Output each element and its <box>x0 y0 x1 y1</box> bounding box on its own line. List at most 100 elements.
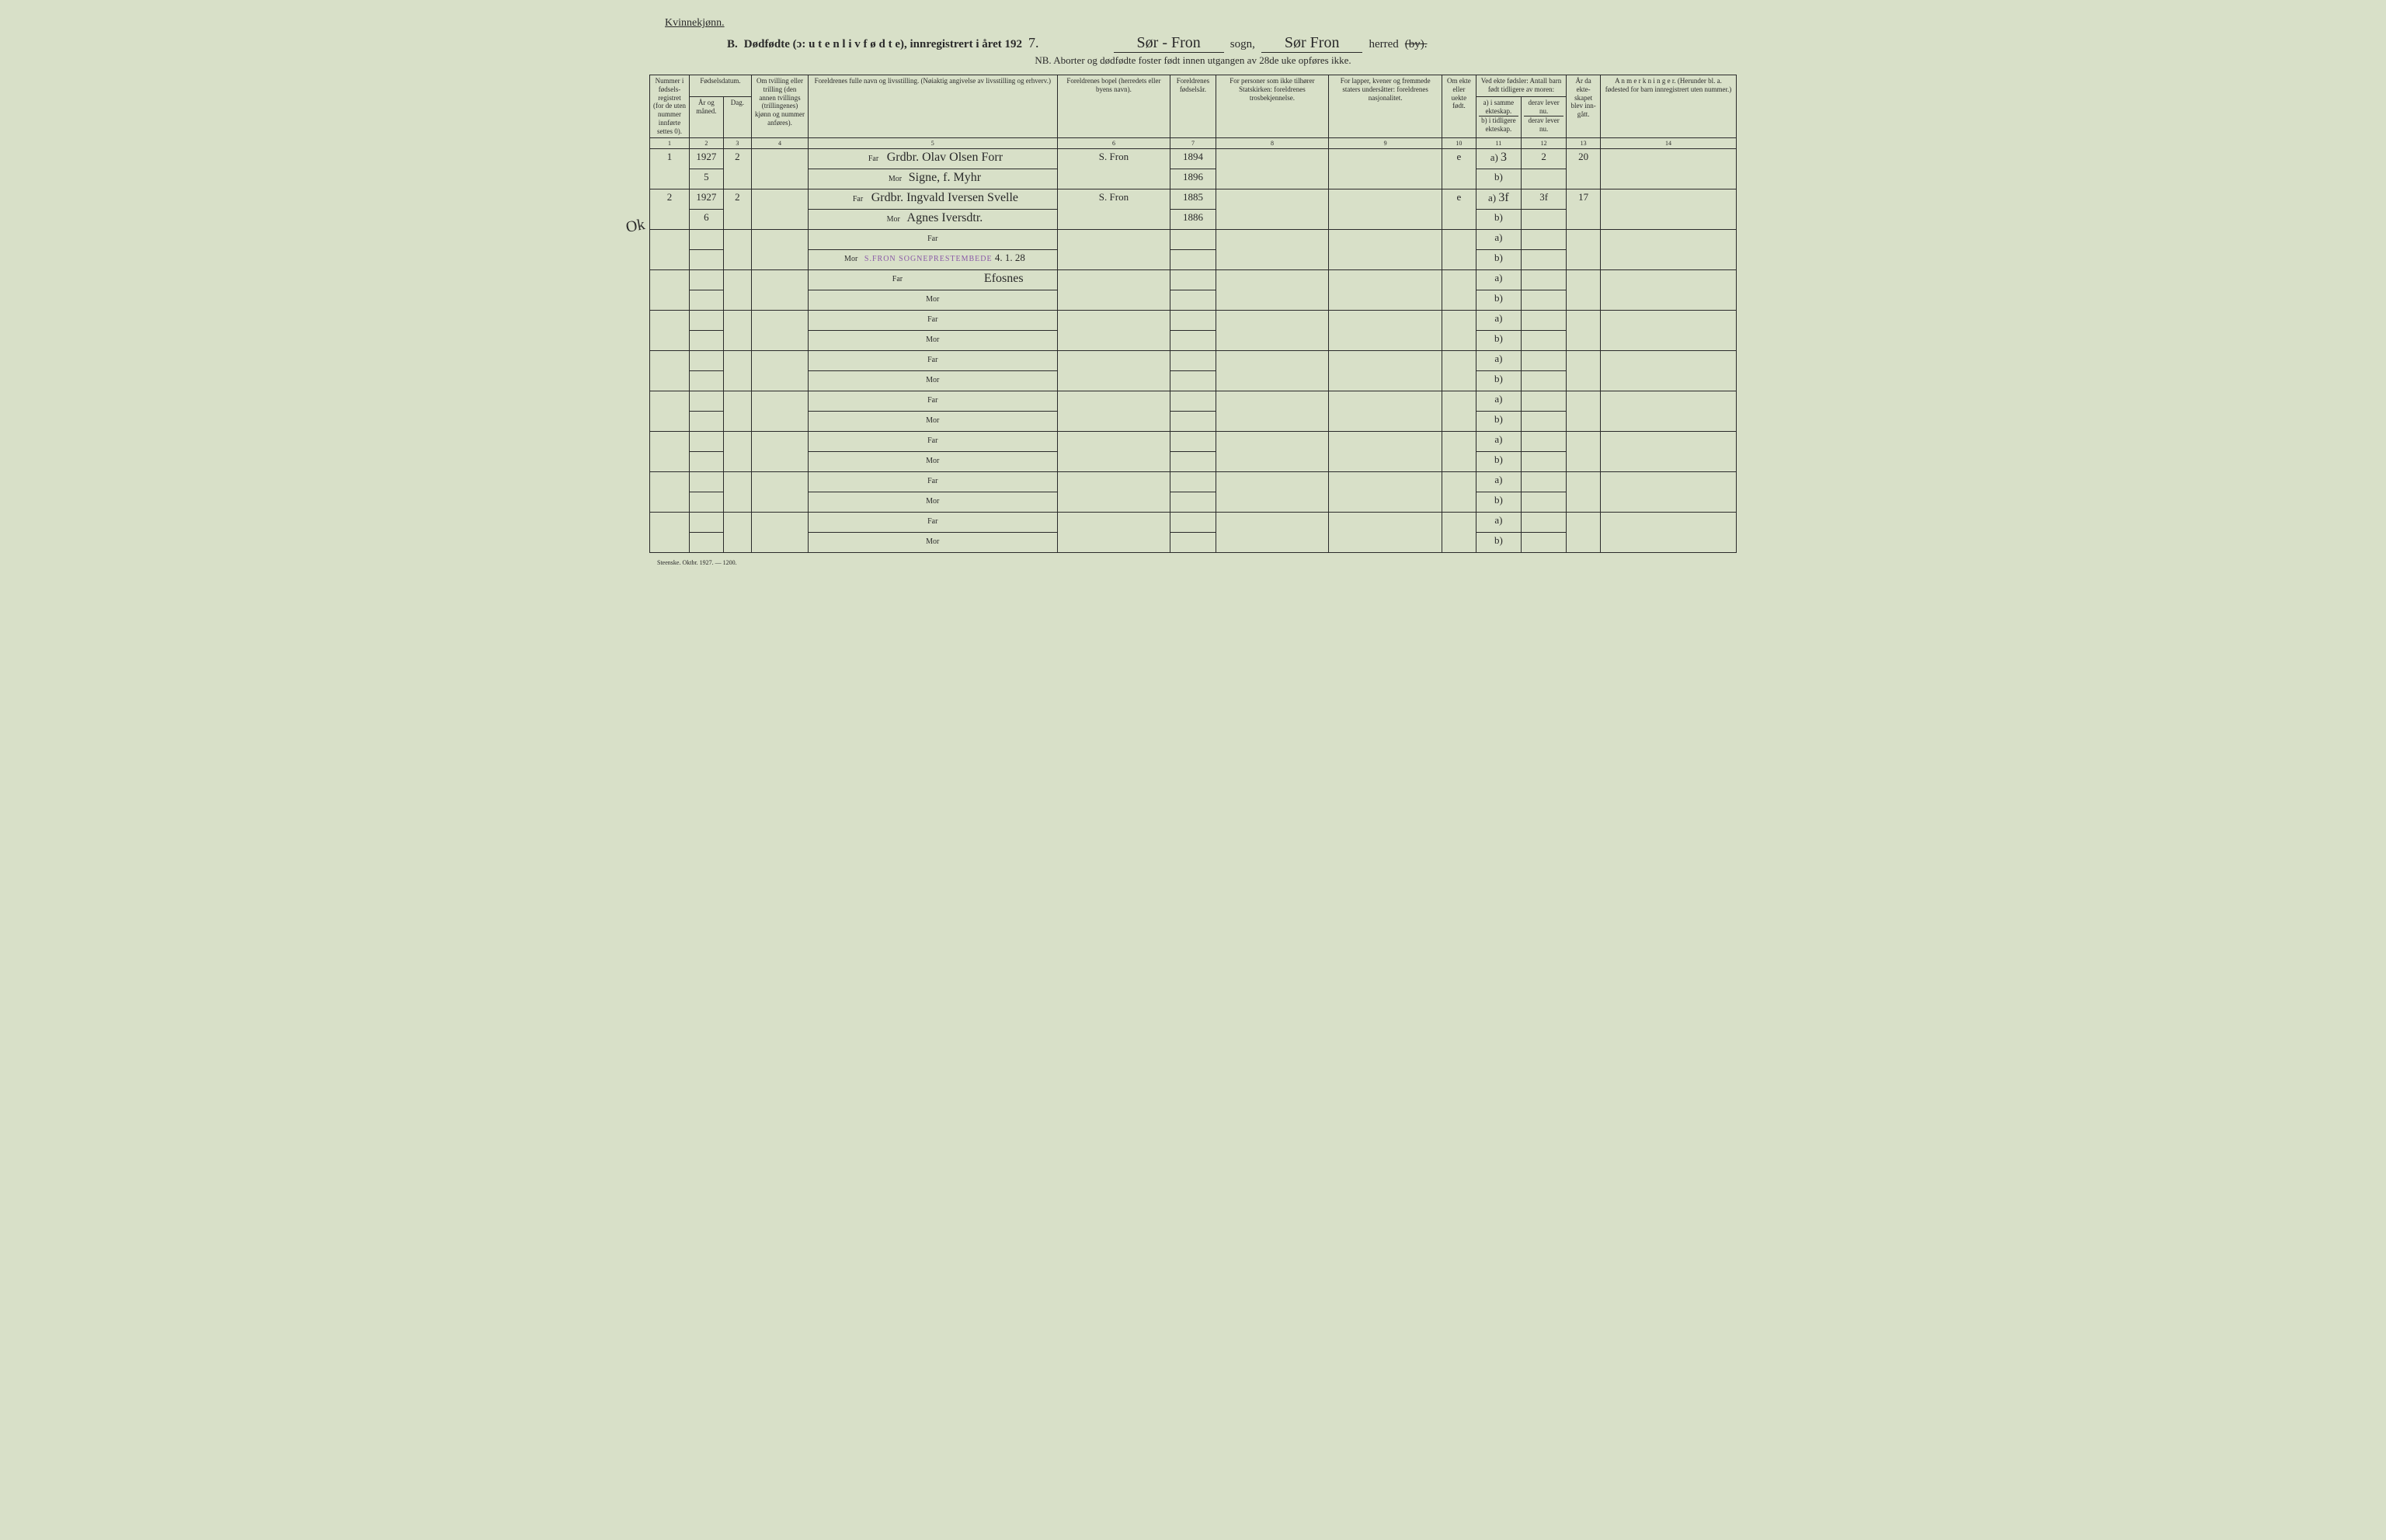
col-header-11a: a) i samme ekteskap. b) i tidligere ekte… <box>1476 97 1521 137</box>
mor-label: Mor <box>922 295 944 304</box>
a-cell: a) <box>1476 471 1521 492</box>
col-11a2-text: derav lever nu. <box>1524 99 1563 116</box>
sogn-value: Sør - Fron <box>1114 34 1224 53</box>
mor-label: Mor <box>922 376 944 384</box>
printer-footer: Steenske. Oktbr. 1927. — 1200. <box>657 559 1737 566</box>
faith-cell <box>1216 189 1329 229</box>
signature: Efosnes <box>984 272 1024 286</box>
far-label: Far <box>922 356 944 364</box>
col-11a-text: a) i samme ekteskap. <box>1479 99 1518 116</box>
by-struck: (by). <box>1405 38 1428 51</box>
col-header-14: A n m e r k n i n g e r. (Herunder bl. a… <box>1601 75 1737 138</box>
a-cell: a) 3 <box>1476 148 1521 169</box>
herred-value: Sør Fron <box>1261 34 1363 53</box>
entry-year: 1927 <box>689 148 723 169</box>
col-header-9: For lapper, kvener og fremmede staters u… <box>1329 75 1442 138</box>
entry-row-far: 2 1927 2 Far Grdbr. Ingvald Iversen Svel… <box>650 189 1737 209</box>
b-cell: b) <box>1476 209 1521 229</box>
mor-cell: Mor Agnes Iversdtr. <box>808 209 1057 229</box>
col-header-5: Foreldrenes fulle navn og livsstilling. … <box>808 75 1057 138</box>
twin-cell <box>752 189 809 229</box>
title-line: B. Dødfødte (ɔ: u t e n l i v f ø d t e)… <box>727 34 1737 53</box>
a-cell: a) <box>1476 310 1521 330</box>
twin-cell <box>752 148 809 189</box>
far-label: Far <box>922 315 944 324</box>
remarks-cell <box>1601 189 1737 229</box>
entry-row-far: 1 1927 2 Far Grdbr. Olav Olsen Forr S. F… <box>650 148 1737 169</box>
col-header-7: For­eldrenes fødsels­år. <box>1170 75 1216 138</box>
mor-label: Mor <box>884 175 906 183</box>
far-year: 1885 <box>1170 189 1216 209</box>
mor-label: Mor <box>922 416 944 425</box>
empty-row-far: Far a) <box>650 512 1737 532</box>
col-11b-text: b) i tidligere ekteskap. <box>1479 116 1518 134</box>
col-header-13: År da ekte­skapet blev inn­gått. <box>1567 75 1601 138</box>
faith-cell <box>1216 148 1329 189</box>
empty-row-far: Far a) <box>650 350 1737 370</box>
far-cell: Far Grdbr. Ingvald Iversen Svelle <box>808 189 1057 209</box>
col-header-4: Om tvilling eller trilling (den annen tv… <box>752 75 809 138</box>
ekte: e <box>1442 189 1476 229</box>
entry-num: 2 <box>650 189 690 229</box>
a-cell: a) <box>1476 391 1521 411</box>
mor-name: Agnes Iversdtr. <box>907 211 983 224</box>
mor-label: Mor <box>922 497 944 506</box>
bopel: S. Fron <box>1057 148 1170 189</box>
colnum: 13 <box>1567 137 1601 148</box>
colnum: 9 <box>1329 137 1442 148</box>
b-lever <box>1522 209 1567 229</box>
colnum: 7 <box>1170 137 1216 148</box>
far-label: Far <box>862 155 884 163</box>
remarks-cell <box>1601 148 1737 189</box>
title-main: Dødfødte (ɔ: u t e n l i v f ø d t e), i… <box>744 38 1022 51</box>
mor-label: Mor <box>882 215 904 224</box>
b-cell: b) <box>1476 249 1521 269</box>
mor-year: 1886 <box>1170 209 1216 229</box>
header: Kvinnekjønn. <box>649 16 1737 30</box>
ekte: e <box>1442 148 1476 189</box>
mor-label: Mor <box>840 255 862 263</box>
colnum: 12 <box>1522 137 1567 148</box>
empty-row-far: Far a) <box>650 471 1737 492</box>
a-lever: 3f <box>1522 189 1567 209</box>
a-cell: a) <box>1476 269 1521 290</box>
nb-note: NB. Aborter og dødfødte foster født inne… <box>649 54 1737 67</box>
mor-label: Mor <box>922 537 944 546</box>
far-label: Far <box>922 396 944 405</box>
sogn-label: sogn, <box>1230 38 1255 51</box>
col-header-8: For personer som ikke tilhører Statskirk… <box>1216 75 1329 138</box>
far-cell-sig: Far Efosnes <box>808 269 1057 290</box>
far-label: Far <box>922 477 944 485</box>
far-label: Far <box>886 275 908 283</box>
mor-cell: Mor <box>808 290 1057 310</box>
far-name: Grdbr. Olav Olsen Forr <box>887 151 1003 164</box>
entry-year: 1927 <box>689 189 723 209</box>
col-header-11-top: Ved ekte fødsler: Antall barn født tid­l… <box>1476 75 1567 97</box>
empty-row-far: Far a) <box>650 310 1737 330</box>
ekteskap-aar: 20 <box>1567 148 1601 189</box>
mor-cell: Mor Signe, f. Myhr <box>808 169 1057 189</box>
bopel: S. Fron <box>1057 189 1170 229</box>
far-cell: Far <box>808 229 1057 249</box>
a-cell: a) <box>1476 431 1521 451</box>
parish-stamp: S.FRON SOGNEPRESTEMBEDE <box>864 255 993 263</box>
a-cell: a) <box>1476 350 1521 370</box>
colnum: 8 <box>1216 137 1329 148</box>
margin-annotation: Ok <box>624 216 646 237</box>
mor-year: 1896 <box>1170 169 1216 189</box>
empty-row-far: Far a) <box>650 431 1737 451</box>
register-table: Nummer i fødsels­registret (for de uten … <box>649 75 1737 553</box>
year-suffix: 7. <box>1028 35 1039 51</box>
b-cell: b) <box>1476 411 1521 431</box>
a-value: 3 <box>1501 151 1507 164</box>
entry-day: 2 <box>723 148 751 189</box>
a-lever: 2 <box>1522 148 1567 169</box>
colnum: 2 <box>689 137 723 148</box>
col-11b2-text: derav lever nu. <box>1524 116 1563 134</box>
colnum: 14 <box>1601 137 1737 148</box>
col-header-year: År og måned. <box>689 97 723 137</box>
entry-month: 5 <box>689 169 723 189</box>
colnum: 4 <box>752 137 809 148</box>
table-body: 1 1927 2 Far Grdbr. Olav Olsen Forr S. F… <box>650 148 1737 552</box>
far-label: Far <box>922 235 944 243</box>
